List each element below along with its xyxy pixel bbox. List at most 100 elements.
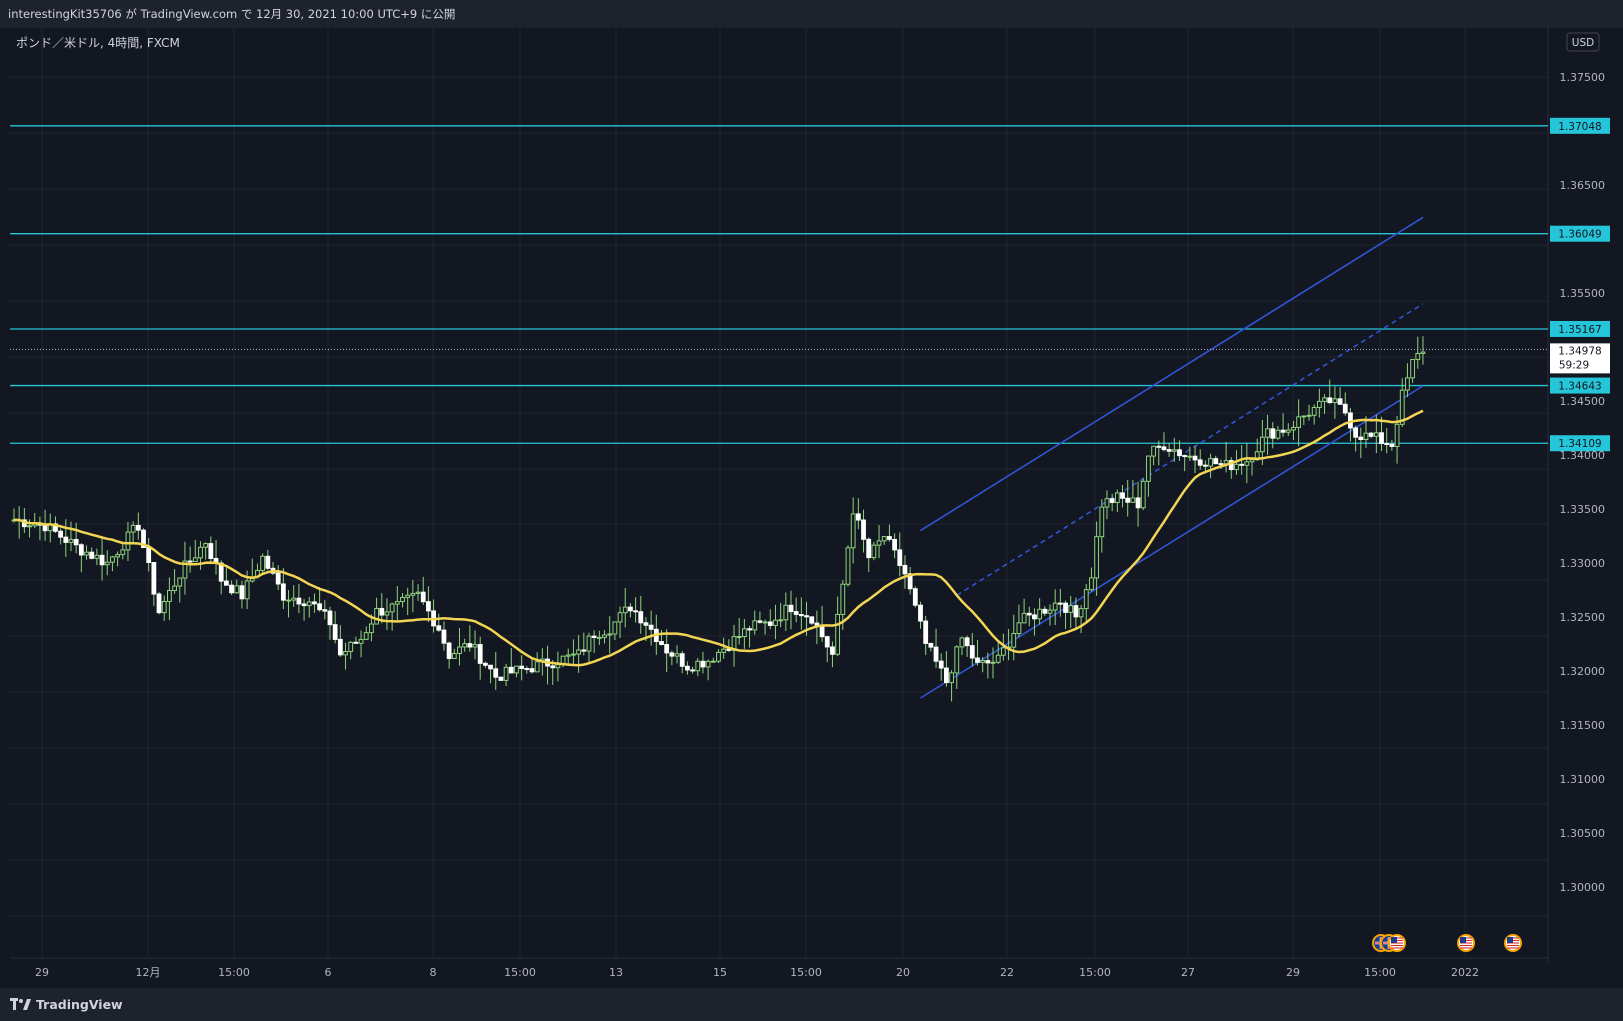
us-flag-icon[interactable] xyxy=(1388,934,1406,952)
candle-down xyxy=(151,561,157,595)
candle-down xyxy=(633,610,639,613)
time-tick-label: 22 xyxy=(1000,966,1014,979)
candle-up xyxy=(1130,497,1136,503)
candle-up xyxy=(343,651,348,656)
currency-badge[interactable]: USD xyxy=(1566,32,1600,52)
candle-up xyxy=(369,623,374,634)
candle-down xyxy=(229,584,234,594)
candle-down xyxy=(664,644,670,654)
candle-up xyxy=(881,536,887,542)
candle-up xyxy=(1089,577,1094,591)
candle-up xyxy=(84,551,89,556)
candle-down xyxy=(1368,432,1374,437)
candle-down xyxy=(669,652,675,657)
candle-down xyxy=(1125,497,1131,503)
candle-up xyxy=(1078,608,1084,618)
candle-down xyxy=(1342,403,1348,414)
channel-lower-line[interactable] xyxy=(920,385,1424,699)
candle-down xyxy=(985,660,991,664)
candle-down xyxy=(897,549,903,566)
candle-up xyxy=(1415,352,1421,360)
candle-up xyxy=(617,612,623,623)
candle-up xyxy=(1410,358,1415,379)
candle-up xyxy=(1285,429,1291,433)
candle-down xyxy=(1228,460,1234,471)
economic-events[interactable] xyxy=(1372,934,1522,952)
us-flag-icon[interactable] xyxy=(1457,934,1475,952)
candle-up xyxy=(876,540,882,546)
candle-up xyxy=(612,621,618,635)
time-tick-label: 29 xyxy=(35,966,49,979)
horizontal-levels[interactable]: 1.37048 1.36049 1.35167 1.34643 1.34109 xyxy=(10,117,1610,452)
candle-down xyxy=(975,657,980,663)
candle-up xyxy=(1316,400,1322,408)
candle-down xyxy=(887,536,892,540)
candle-up xyxy=(1322,397,1327,402)
candle-up xyxy=(1332,398,1338,404)
candle-up xyxy=(167,589,172,602)
candle-up xyxy=(177,577,183,587)
level-price-tag xyxy=(1550,320,1610,337)
candle-down xyxy=(156,593,162,614)
price-tick-label: 1.32500 xyxy=(1560,611,1606,624)
candle-up xyxy=(1311,406,1317,416)
candle-down xyxy=(301,603,307,607)
candle-down xyxy=(1280,429,1286,433)
candle-down xyxy=(58,530,64,538)
publish-header: interestingKit35706 が TradingView.com で … xyxy=(0,0,1623,28)
candle-up xyxy=(1000,647,1006,656)
candle-down xyxy=(1337,398,1343,405)
time-axis[interactable]: 29 12月 15:00 6 8 15:00 13 15 15:00 20 22 15:00 27 29 1… xyxy=(35,966,1479,979)
candle-up xyxy=(778,619,784,622)
candle-up xyxy=(1394,423,1400,448)
candle-down xyxy=(446,642,452,659)
tradingview-logo[interactable]: TradingView xyxy=(10,995,123,1013)
trend-channel[interactable] xyxy=(920,216,1424,699)
candle-up xyxy=(374,607,380,625)
currency-badge-text: USD xyxy=(1572,37,1594,49)
candle-up xyxy=(415,591,421,594)
candle-up xyxy=(348,641,354,653)
candle-down xyxy=(529,668,535,673)
us-flag-icon[interactable] xyxy=(1504,934,1522,952)
time-tick-label: 2022 xyxy=(1451,966,1479,979)
price-tick-label: 1.35500 xyxy=(1560,287,1606,300)
candle-down xyxy=(519,665,525,670)
candle-down xyxy=(788,604,794,613)
time-tick-label: 29 xyxy=(1286,966,1300,979)
candle-down xyxy=(933,646,939,662)
price-tick-label: 1.37500 xyxy=(1560,71,1606,84)
candle-down xyxy=(679,653,685,667)
candle-down xyxy=(296,597,302,605)
candle-down xyxy=(1270,428,1276,439)
candle-down xyxy=(53,523,58,532)
candle-down xyxy=(312,601,317,605)
countdown-label: 59:29 xyxy=(1559,359,1589,371)
candle-up xyxy=(1171,449,1177,452)
candle-up xyxy=(1146,455,1151,482)
candle-up xyxy=(94,554,100,559)
candle-up xyxy=(959,637,965,648)
candle-down xyxy=(493,668,499,678)
candle-down xyxy=(322,609,328,612)
candle-up xyxy=(1114,492,1120,504)
candle-up xyxy=(1011,633,1017,648)
candle-down xyxy=(239,585,245,600)
channel-upper-line[interactable] xyxy=(920,216,1424,532)
candle-down xyxy=(1057,602,1063,605)
candle-up xyxy=(1249,459,1255,463)
candle-up xyxy=(695,660,701,672)
candle-down xyxy=(524,668,530,671)
candle-up xyxy=(1265,428,1270,438)
candle-down xyxy=(581,649,587,652)
candle-up xyxy=(514,665,519,674)
candle-up xyxy=(1016,622,1022,635)
price-axis[interactable]: 1.37500 1.36500 1.35500 1.34500 1.34000 1.335… xyxy=(1550,71,1610,894)
candle-up xyxy=(120,549,126,556)
candle-up xyxy=(384,611,390,616)
candle-up xyxy=(845,547,851,585)
candle-up xyxy=(1021,612,1027,624)
candle-down xyxy=(332,624,338,640)
candle-up xyxy=(762,621,768,624)
